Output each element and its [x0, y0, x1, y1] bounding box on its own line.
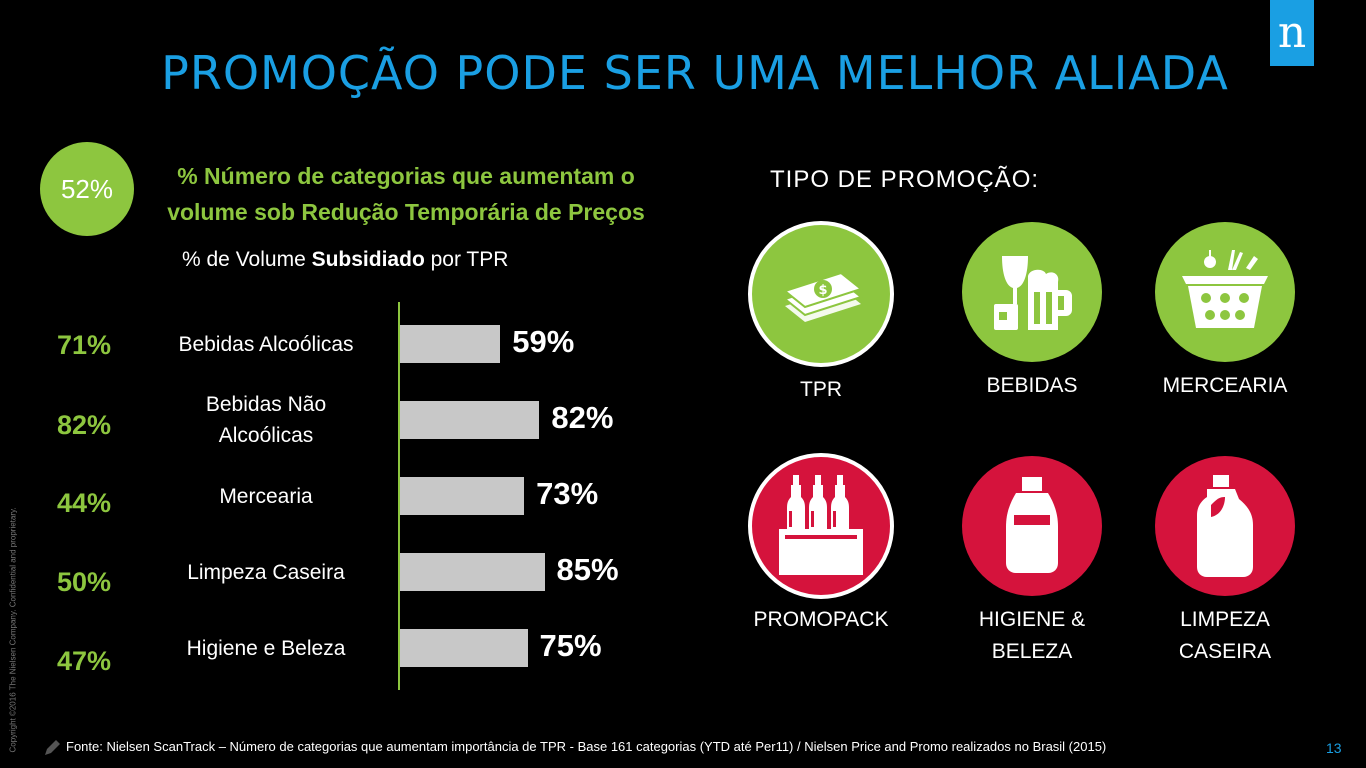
category-label: Bebidas Alcoólicas [156, 329, 376, 360]
promo-type-label-line: BEBIDAS [986, 374, 1078, 397]
left-value-label: 71% [57, 330, 112, 360]
promo-type-label-line: BELEZA [991, 640, 1073, 663]
category-label-line: Alcoólicas [218, 424, 314, 447]
category-label: Mercearia [156, 481, 376, 512]
svg-text:$: $ [818, 283, 827, 298]
highlight-text: % Número de categorias que aumentam o vo… [136, 158, 676, 230]
promo-type-label: LIMPEZA CASEIRA [1135, 604, 1315, 668]
highlight-value-circle: 52% [40, 142, 134, 236]
left-value-label: 44% [57, 488, 112, 518]
promo-types-heading: TIPO DE PROMOÇÃO: [770, 166, 1040, 193]
bar-value-label: 59% [512, 324, 575, 359]
category-label-line: Bebidas Não [205, 393, 327, 416]
lotion-bottle-icon [962, 456, 1102, 596]
left-value-label: 82% [57, 410, 112, 440]
nielsen-logo: n [1270, 0, 1314, 66]
bar [400, 629, 528, 667]
bar-value-label: 85% [556, 552, 619, 587]
bar [400, 401, 540, 439]
highlight-text-line2: volume sob Redução Temporária de Preços [167, 199, 645, 225]
left-value-label: 47% [57, 646, 112, 676]
category-label-line: Mercearia [219, 484, 313, 508]
promo-type-label: BEBIDAS [942, 370, 1122, 402]
basket-icon [1155, 222, 1295, 362]
bar [400, 325, 501, 363]
category-label: Limpeza Caseira [156, 557, 376, 588]
six-pack-icon [748, 453, 894, 599]
bar-value-label: 73% [536, 476, 599, 511]
promo-type-label: TPR [731, 374, 911, 406]
copyright-notice: Copyright ©2016 The Nielsen Company. Con… [8, 507, 18, 753]
source-footer: Fonte: Nielsen ScanTrack – Número de cat… [66, 739, 1107, 754]
subtitle-pre: % de Volume [182, 248, 312, 271]
promo-type-label: MERCEARIA [1135, 370, 1315, 402]
subtitle-bold: Subsidiado [311, 248, 425, 271]
page-number: 13 [1326, 740, 1342, 756]
promo-type-label-line: LIMPEZA [1180, 608, 1270, 631]
bar-value-label: 75% [539, 628, 602, 663]
page-title: PROMOÇÃO PODE SER UMA MELHOR ALIADA [161, 46, 1229, 100]
highlight-text-line1: % Número de categorias que aumentam o [177, 163, 635, 189]
category-label-line: Limpeza Caseira [187, 560, 345, 584]
promo-type-label: HIGIENE & BELEZA [942, 604, 1122, 668]
bar [400, 553, 545, 591]
promo-type-label-line: CASEIRA [1178, 640, 1272, 663]
promo-type-label-line: PROMOPACK [753, 608, 889, 631]
promo-type-label-line: TPR [800, 378, 842, 401]
bar [400, 477, 525, 515]
category-label-line: Bebidas Alcoólicas [178, 332, 354, 356]
category-label-line: Higiene e Beleza [186, 636, 346, 660]
left-value-label: 50% [57, 567, 112, 597]
subtitle-post: por TPR [424, 248, 509, 271]
category-label: Bebidas Não Alcoólicas [156, 389, 376, 451]
promo-type-label: PROMOPACK [731, 604, 911, 636]
bar-value-label: 82% [551, 400, 614, 435]
money-icon: $ [748, 221, 894, 367]
detergent-bottle-icon [1155, 456, 1295, 596]
promo-type-label-line: HIGIENE & [978, 608, 1086, 631]
chart-axis-line [398, 302, 400, 690]
category-label: Higiene e Beleza [156, 633, 376, 664]
promo-type-label-line: MERCEARIA [1162, 374, 1288, 397]
drinks-icon [962, 222, 1102, 362]
pencil-icon[interactable] [42, 738, 62, 758]
chart-subtitle: % de Volume Subsidiado por TPR [182, 248, 508, 272]
